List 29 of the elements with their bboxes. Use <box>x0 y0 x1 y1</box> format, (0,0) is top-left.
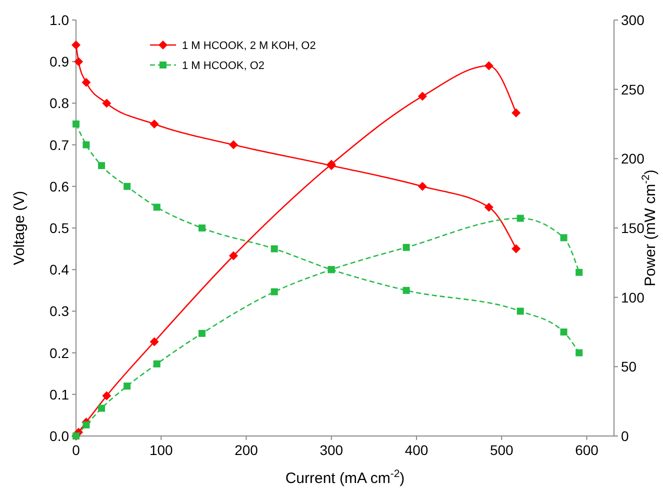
legend-label: 1 M HCOOK, O2 <box>182 60 265 72</box>
x-tick-label: 0 <box>72 442 80 458</box>
x-tick-label: 500 <box>490 442 514 458</box>
y-tick-label: 0.3 <box>50 303 70 320</box>
y-tick-label: 1.0 <box>50 12 70 28</box>
y-tick-label: 0.4 <box>50 262 70 278</box>
y-tick-label: 0.2 <box>50 344 70 361</box>
x-axis-title: Current (mA cm$^{-2}$) <box>285 468 405 487</box>
y2-tick-label: 250 <box>621 81 645 98</box>
y2-tick-label: 150 <box>621 220 645 236</box>
y-axis-title: Voltage (V) <box>11 190 28 266</box>
y-tick-label: 0.6 <box>50 178 70 194</box>
y-tick-label: 0.5 <box>50 220 70 236</box>
y-tick-label: 0.7 <box>50 136 70 153</box>
x-tick-label: 200 <box>234 442 258 458</box>
x-tick-label: 400 <box>404 442 428 458</box>
y-tick-label: 0.0 <box>50 428 70 444</box>
y2-tick-label: 0 <box>621 428 629 444</box>
x-tick-label: 300 <box>320 442 344 458</box>
y-tick-label: 0.1 <box>50 386 70 402</box>
y-tick-label: 0.8 <box>50 95 70 112</box>
x-tick-label: 600 <box>575 442 599 458</box>
y2-tick-label: 50 <box>621 358 637 375</box>
legend-label: 1 M HCOOK, 2 M KOH, O2 <box>182 40 316 52</box>
y2-tick-label: 300 <box>621 12 645 28</box>
y-tick-label: 0.9 <box>50 54 70 70</box>
y2-tick-label: 200 <box>621 150 645 167</box>
y2-tick-label: 100 <box>621 289 645 306</box>
x-tick-label: 100 <box>149 442 174 458</box>
